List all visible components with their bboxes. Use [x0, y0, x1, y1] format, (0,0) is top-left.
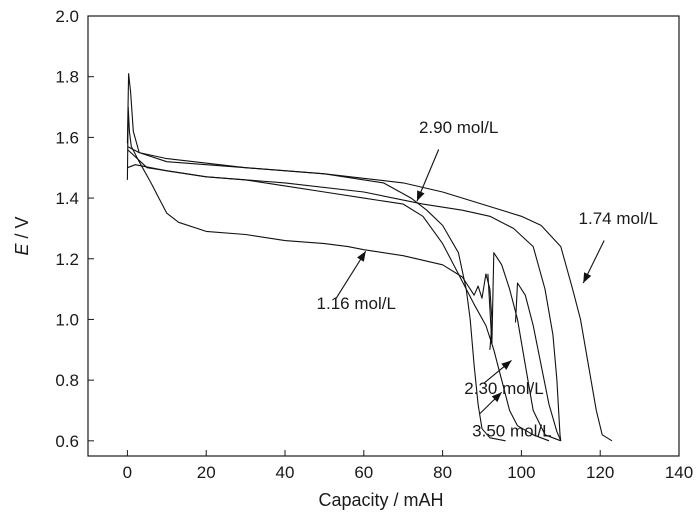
annotation-arrowhead — [491, 392, 502, 403]
y-tick-label: 1.2 — [55, 250, 79, 269]
x-tick-label: 0 — [123, 463, 132, 482]
x-tick-label: 100 — [507, 463, 535, 482]
series-line — [514, 282, 562, 442]
series-annotation-label: 2.30 mol/L — [464, 379, 543, 398]
y-tick-label: 0.6 — [55, 432, 79, 451]
y-tick-label: 2.0 — [55, 7, 79, 26]
plot-frame — [87, 15, 680, 457]
y-axis-title-unit: / V — [12, 216, 32, 243]
y-tick-label: 1.4 — [55, 189, 79, 208]
series-annotation-label: 1.74 mol/L — [579, 209, 658, 228]
x-tick-label: 20 — [197, 463, 216, 482]
plot-area — [87, 15, 680, 457]
annotation-layer: 2.90 mol/L 1.74 mol/L 1.16 mol/L 2.30 mol/L… — [317, 118, 658, 440]
x-tick-label: 120 — [586, 463, 614, 482]
y-tick-label: 1.6 — [55, 128, 79, 147]
series-line — [487, 252, 561, 442]
series-annotation-label: 2.90 mol/L — [419, 118, 498, 137]
x-tick-label: 140 — [665, 463, 693, 482]
y-tick-label: 1.8 — [55, 68, 79, 87]
y-axis-title: E / V — [12, 216, 32, 255]
y-tick-label: 1.0 — [55, 310, 79, 329]
x-axis-title: Capacity / mAH — [318, 490, 443, 510]
series-line — [126, 106, 493, 350]
annotation-arrowhead — [583, 272, 592, 284]
annotation-arrowhead — [357, 251, 366, 262]
series-annotation-label: 1.16 mol/L — [317, 294, 396, 313]
annotation-arrowhead — [501, 360, 512, 370]
y-axis-title-symbol: E — [12, 243, 32, 256]
series-annotation-label: 3.50 mol/L — [472, 421, 551, 440]
x-tick-label: 80 — [433, 463, 452, 482]
series-line — [127, 149, 562, 441]
series-layer — [126, 73, 613, 442]
x-tick-label: 40 — [276, 463, 295, 482]
series-line — [127, 146, 506, 442]
annotation-arrowhead — [416, 190, 425, 202]
series-line — [126, 73, 613, 442]
x-tick-label: 60 — [354, 463, 373, 482]
y-tick-label: 0.8 — [55, 371, 79, 390]
ticks-layer: 0 20 40 60 80 100 120 140 0.6 0.8 1.0 1.2 1.4 1.6 1.8 2… — [55, 7, 693, 482]
